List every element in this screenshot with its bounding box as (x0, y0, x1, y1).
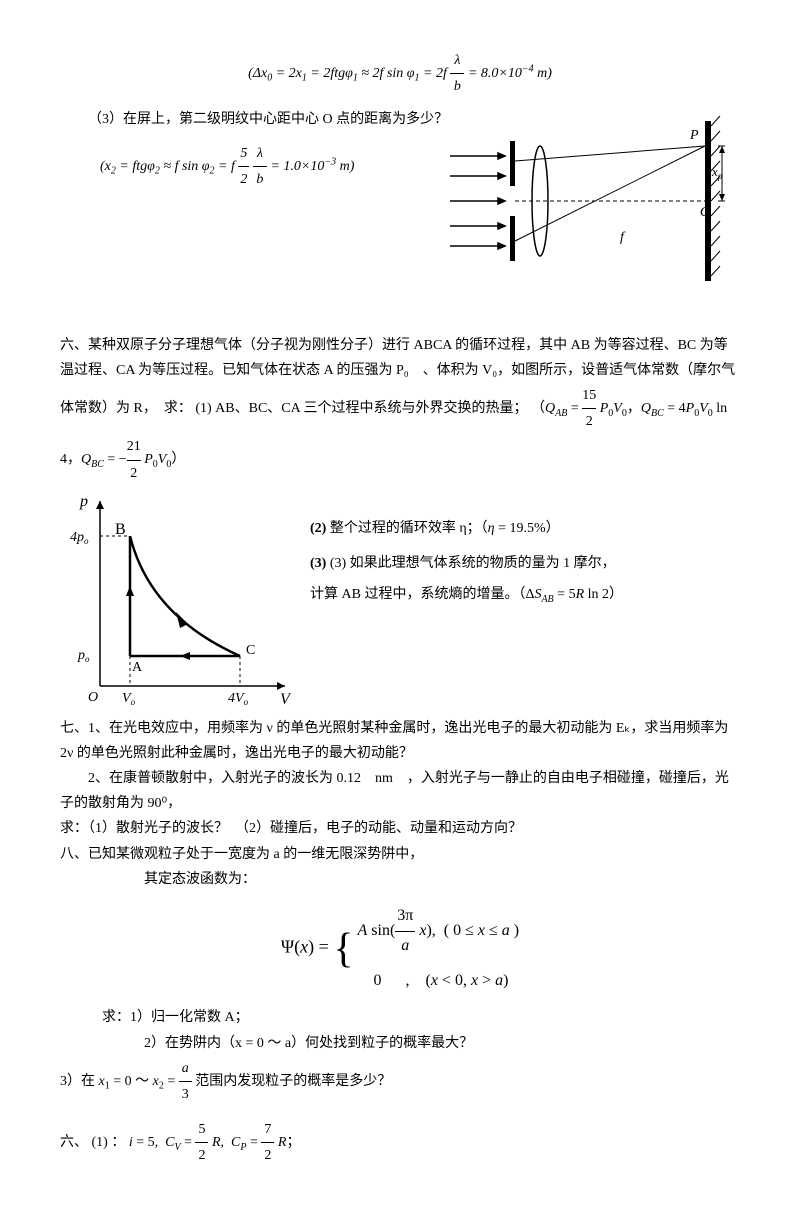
svg-text:Vo: Vo (122, 691, 136, 707)
problem-7-1: 七、1、在光电效应中，用频率为 ν 的单色光照射某种金属时，逸出光电子的最大初动… (60, 716, 740, 766)
svg-text:4po: 4po (70, 530, 89, 546)
svg-text:V: V (280, 691, 292, 708)
label-xp: xp (711, 164, 723, 181)
svg-text:4Vo: 4Vo (228, 691, 249, 707)
problem-7-2a: 2、在康普顿散射中，入射光子的波长为 0.12 nm ，入射光子与一静止的自由电… (60, 766, 740, 816)
svg-text:A: A (132, 660, 143, 675)
problem-8-q1: 求：1）归一化常数 A； (102, 1005, 740, 1030)
problem-6-intro: 六、某种双原子分子理想气体（分子视为刚性分子）进行 ABCA 的循环过程，其中 … (60, 333, 740, 486)
wave-function: Ψ(x) = { A sin(3πa x), ( 0 ≤ x ≤ a ) 0 ,… (60, 902, 740, 995)
formula-delta-x0: (Δx0 = 2x1 = 2ftgφ1 ≈ 2f sin φ1 = 2f λb … (60, 48, 740, 99)
svg-text:O: O (88, 690, 98, 705)
pv-diagram: A B C O V p po 4po Vo 4Vo (60, 486, 300, 716)
optics-diagram: P xp O f (430, 111, 730, 291)
svg-text:B: B (115, 521, 126, 538)
svg-text:C: C (246, 643, 255, 658)
problem-8-wavefn-label: 其定态波函数为： (144, 867, 740, 892)
label-P: P (689, 128, 699, 143)
problem-7-2b: 求：（1）散射光子的波长？ （2）碰撞后，电子的动能、动量和运动方向？ (60, 816, 740, 841)
svg-text:p: p (79, 493, 88, 510)
answer-6: 六、 (1) ： i = 5, CV = 52 R, CP = 72 R； (60, 1117, 740, 1168)
problem-8-intro: 八、已知某微观粒子处于一宽度为 a 的一维无限深势阱中， (60, 842, 740, 867)
problem-8-q2: 2）在势阱内（x = 0 ～ a）何处找到粒子的概率最大？ (144, 1031, 740, 1056)
label-f: f (620, 230, 626, 245)
svg-text:po: po (77, 648, 90, 664)
problem-8-q3: 3）在 x1 = 0 ～ x2 = a3 范围内发现粒子的概率是多少？ (60, 1056, 740, 1107)
label-O: O (700, 205, 710, 220)
